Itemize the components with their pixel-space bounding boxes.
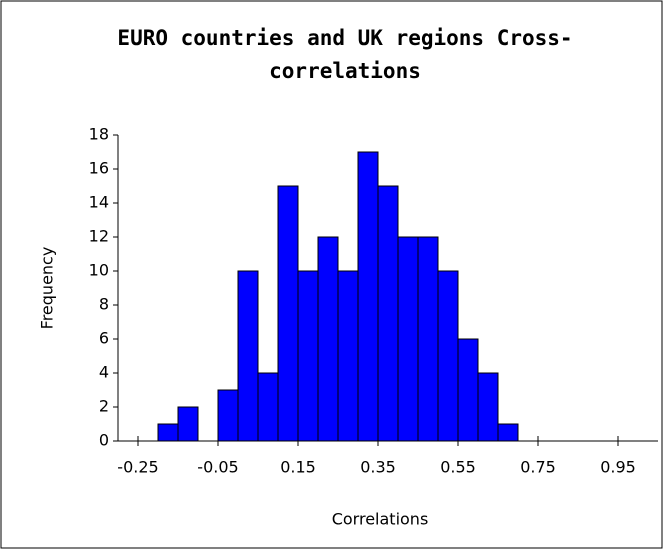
x-tick-label: 0.55 — [440, 458, 476, 477]
y-axis-label: Frequency — [38, 247, 57, 330]
bar — [397, 236, 419, 442]
y-tick-label: 16 — [89, 159, 109, 178]
x-tick-label: 0.35 — [360, 458, 396, 477]
x-tick-label: 0.15 — [280, 458, 316, 477]
bar — [157, 423, 179, 442]
x-tick-label: -0.05 — [197, 458, 238, 477]
bar — [317, 236, 339, 442]
bar — [177, 406, 199, 442]
bar — [297, 270, 319, 442]
y-tick-label: 12 — [89, 227, 109, 246]
bar — [417, 236, 439, 442]
bar — [477, 372, 499, 442]
bar — [497, 423, 519, 442]
x-tick-label: -0.25 — [117, 458, 158, 477]
x-axis-label: Correlations — [332, 510, 429, 529]
chart-title: EURO countries and UK regions Cross-corr… — [117, 26, 573, 83]
bar — [277, 185, 299, 442]
y-tick-label: 6 — [99, 329, 109, 348]
y-tick-label: 0 — [99, 431, 109, 450]
bar — [257, 372, 279, 442]
y-tick-label: 18 — [89, 125, 109, 144]
bar — [357, 151, 379, 442]
y-tick-label: 2 — [99, 397, 109, 416]
x-tick-label: 0.75 — [520, 458, 556, 477]
y-tick-label: 8 — [99, 295, 109, 314]
bar — [437, 270, 459, 442]
y-tick-label: 14 — [89, 193, 109, 212]
bar — [217, 389, 239, 442]
bar — [457, 338, 479, 442]
bar — [377, 185, 399, 442]
x-tick-label: 0.95 — [600, 458, 636, 477]
bar — [237, 270, 259, 442]
y-tick-label: 10 — [89, 261, 109, 280]
bar — [337, 270, 359, 442]
y-tick-label: 4 — [99, 363, 109, 382]
